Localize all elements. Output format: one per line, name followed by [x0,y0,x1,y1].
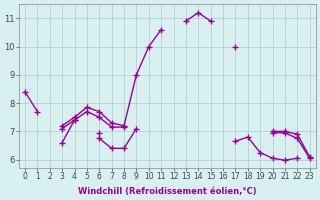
X-axis label: Windchill (Refroidissement éolien,°C): Windchill (Refroidissement éolien,°C) [78,187,257,196]
